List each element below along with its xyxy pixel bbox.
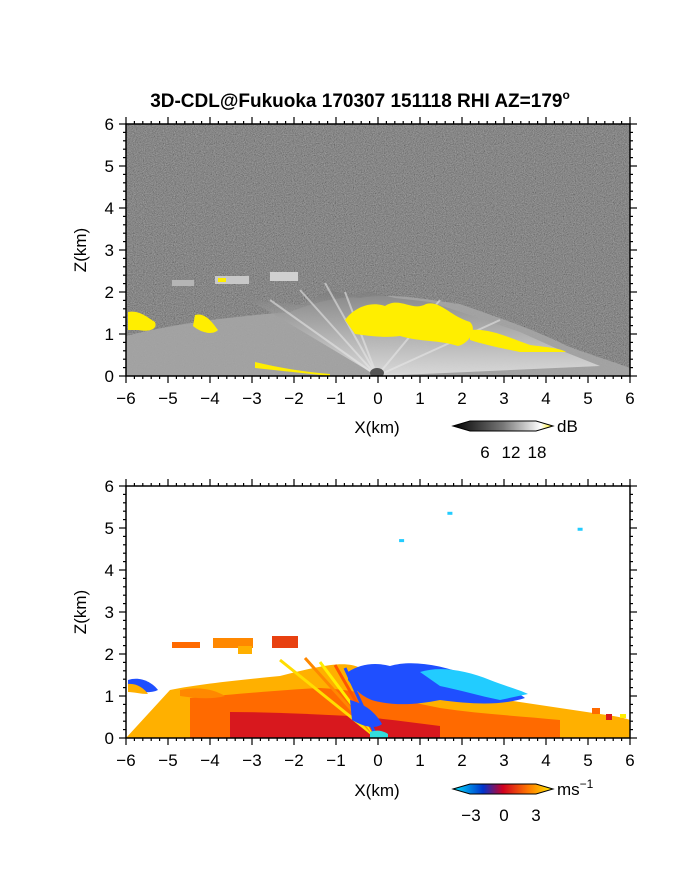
snr-xtick-label: −5 xyxy=(158,389,177,408)
velocity-elevated-patch-1 xyxy=(172,642,200,648)
snr-xtick-label: 6 xyxy=(625,389,634,408)
velocity-west-blob-2 xyxy=(180,688,225,699)
snr-xtick-label: 5 xyxy=(583,389,592,408)
velocity-elevated-patch-2 xyxy=(213,638,253,648)
velocity-colorbar-tick-2: 0 xyxy=(499,806,508,825)
velocity-origin xyxy=(370,730,388,738)
snr-elevated-yellow xyxy=(218,278,226,282)
velocity-colorbar-unit-exponent: −1 xyxy=(580,777,594,791)
velocity-east-speck-3 xyxy=(620,714,626,718)
snr-ytick-label: 1 xyxy=(105,325,114,344)
snr-echo xyxy=(126,272,630,376)
snr-ytick-label: 6 xyxy=(105,115,114,134)
snr-ytick-label: 3 xyxy=(105,241,114,260)
velocity-xtick-label: 5 xyxy=(583,751,592,770)
velocity-ytick-label: 1 xyxy=(105,687,114,706)
snr-xtick-label: −4 xyxy=(200,389,219,408)
snr-elevated-patch-1 xyxy=(172,280,194,286)
velocity-xtick-label: −1 xyxy=(326,751,345,770)
velocity-east-speck-1 xyxy=(592,708,600,714)
snr-ytick-label: 4 xyxy=(105,199,114,218)
velocity-isolated-pixel xyxy=(447,511,453,515)
snr-xtick-label: −2 xyxy=(284,389,303,408)
snr-ground-band xyxy=(255,362,330,376)
velocity-xtick-label: −3 xyxy=(242,751,261,770)
velocity-colorbar-unit-base: ms xyxy=(557,780,580,799)
velocity-west-blob-warm xyxy=(128,683,148,694)
velocity-xtick-label: −4 xyxy=(200,751,219,770)
snr-xtick-label: 2 xyxy=(457,389,466,408)
snr-elevated-patch-2 xyxy=(215,276,249,284)
snr-xtick-label: 0 xyxy=(373,389,382,408)
velocity-elevated-patch-3 xyxy=(238,646,252,654)
snr-core-east xyxy=(470,329,566,352)
velocity-cyan-core xyxy=(420,669,528,700)
snr-ytick-label: 2 xyxy=(105,283,114,302)
snr-colorbar-tick-1: 6 xyxy=(480,443,489,462)
snr-west-patch-2 xyxy=(193,314,218,333)
chart-title-text: 3D-CDL@Fukuoka 170307 151118 RHI AZ=179 xyxy=(150,91,562,112)
snr-xlabel: X(km) xyxy=(354,418,399,437)
velocity-isolated-pixel xyxy=(399,539,405,543)
velocity-ytick-label: 6 xyxy=(105,477,114,496)
snr-ytick-label: 5 xyxy=(105,157,114,176)
velocity-xtick-label: 1 xyxy=(415,751,424,770)
velocity-xtick-label: 2 xyxy=(457,751,466,770)
snr-xtick-label: −6 xyxy=(116,389,135,408)
velocity-ytick-label: 3 xyxy=(105,603,114,622)
snr-ylabel: Z(km) xyxy=(71,228,90,272)
snr-axes: −6 −5 −4 −3 −2 −1 0 1 2 3 4 5 6 0 1 2 3 4 5 6 xyxy=(105,115,637,408)
snr-xtick-label: −1 xyxy=(326,389,345,408)
snr-xtick-label: 3 xyxy=(499,389,508,408)
velocity-colorbar-bar xyxy=(451,783,555,795)
velocity-red-layer xyxy=(230,712,440,738)
velocity-ytick-label: 0 xyxy=(105,729,114,748)
velocity-blue-streak xyxy=(350,700,382,727)
snr-xtick-label: −3 xyxy=(242,389,261,408)
velocity-elevated-patch-4 xyxy=(272,636,298,648)
velocity-xtick-label: −2 xyxy=(284,751,303,770)
chart-title: 3D-CDL@Fukuoka 170307 151118 RHI AZ=179o xyxy=(150,88,570,112)
snr-west-patch xyxy=(128,311,156,331)
snr-ytick-label: 0 xyxy=(105,367,114,386)
snr-colorbar: dB 6 12 18 xyxy=(451,417,578,462)
velocity-xtick-label: 6 xyxy=(625,751,634,770)
snr-colorbar-tick-2: 12 xyxy=(502,443,521,462)
velocity-xtick-label: 0 xyxy=(373,751,382,770)
snr-core xyxy=(345,302,473,346)
velocity-echo xyxy=(126,636,630,738)
velocity-axes: −6 −5 −4 −3 −2 −1 0 1 2 3 4 5 6 0 1 2 3 4 5 6 xyxy=(105,477,637,770)
velocity-colorbar-tick-3: 3 xyxy=(531,806,540,825)
snr-xtick-label: 4 xyxy=(541,389,550,408)
velocity-east-speck-2 xyxy=(606,714,612,720)
velocity-xtick-label: 3 xyxy=(499,751,508,770)
velocity-xtick-label: 4 xyxy=(541,751,550,770)
snr-xtick-label: 1 xyxy=(415,389,424,408)
velocity-colorbar-unit: ms−1 xyxy=(557,777,594,799)
velocity-isolated-points xyxy=(399,511,583,543)
velocity-xtick-label: −5 xyxy=(158,751,177,770)
velocity-ytick-label: 4 xyxy=(105,561,114,580)
snr-colorbar-bar xyxy=(451,420,555,432)
velocity-xtick-label: −6 xyxy=(116,751,135,770)
velocity-panel: −6 −5 −4 −3 −2 −1 0 1 2 3 4 5 6 0 1 2 3 4 5 6 X(km) Z(km) m… xyxy=(71,477,637,825)
velocity-ylabel: Z(km) xyxy=(71,590,90,634)
chart-title-superscript: o xyxy=(562,88,569,102)
velocity-ytick-label: 5 xyxy=(105,519,114,538)
snr-colorbar-tick-3: 18 xyxy=(528,443,547,462)
velocity-colorbar-tick-1: −3 xyxy=(461,806,480,825)
velocity-colorbar: ms−1 −3 0 3 xyxy=(451,777,594,825)
snr-origin xyxy=(370,368,384,376)
snr-colorbar-unit: dB xyxy=(557,417,578,436)
velocity-xlabel: X(km) xyxy=(354,781,399,800)
velocity-isolated-pixel xyxy=(577,527,583,531)
snr-elevated-patch-3 xyxy=(270,272,298,281)
velocity-ytick-label: 2 xyxy=(105,645,114,664)
